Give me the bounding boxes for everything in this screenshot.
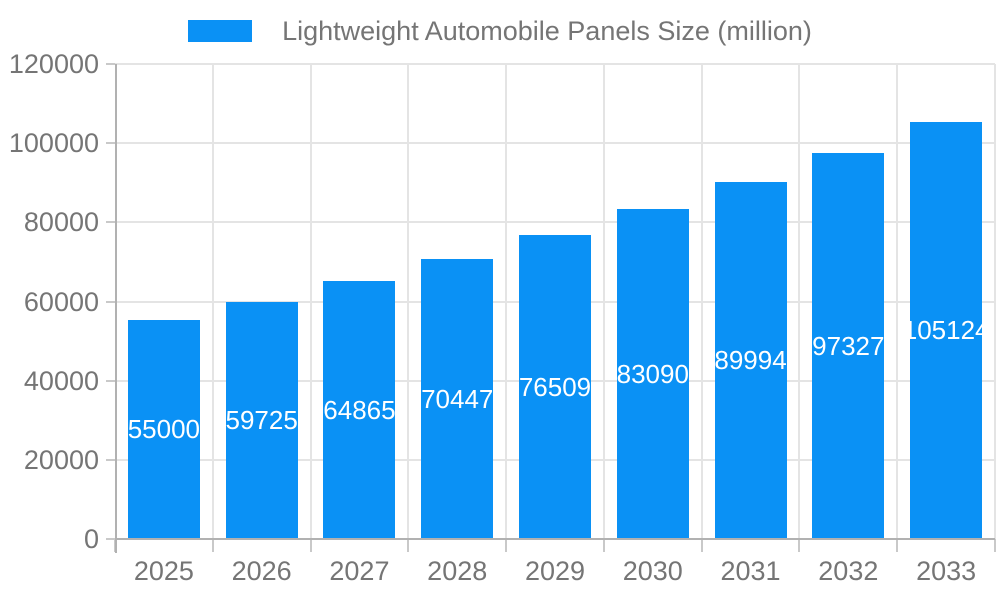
bar-value-label: 89994 bbox=[714, 345, 787, 375]
bar-value-label: 70447 bbox=[421, 383, 494, 414]
y-axis-label: 0 bbox=[83, 524, 99, 554]
x-tick bbox=[896, 539, 899, 552]
y-tick bbox=[106, 379, 115, 382]
x-axis-label: 2025 bbox=[133, 556, 194, 586]
x-tick bbox=[211, 539, 214, 552]
bar: 70447 bbox=[421, 259, 493, 538]
y-axis-label: 100000 bbox=[8, 128, 99, 159]
x-gridline bbox=[994, 64, 996, 539]
y-axis-label: 40000 bbox=[23, 365, 99, 396]
x-gridline bbox=[798, 64, 801, 539]
y-tick bbox=[106, 63, 115, 65]
y-gridline bbox=[115, 63, 995, 65]
bar: 97327 bbox=[812, 153, 884, 538]
x-axis-label: 2032 bbox=[818, 556, 879, 586]
x-gridline bbox=[700, 64, 703, 539]
x-axis-label: 2026 bbox=[231, 556, 292, 586]
x-gridline bbox=[309, 64, 312, 539]
bar: 76509 bbox=[519, 235, 591, 538]
x-axis-label: 2031 bbox=[720, 556, 781, 586]
y-gridline bbox=[115, 142, 995, 145]
bar: 55000 bbox=[128, 320, 200, 538]
bar-value-label: 59725 bbox=[225, 405, 298, 435]
x-axis-label: 2033 bbox=[916, 556, 977, 586]
x-tick bbox=[700, 539, 703, 552]
bar-value-label: 97327 bbox=[812, 330, 885, 361]
y-axis-label: 20000 bbox=[23, 444, 99, 475]
x-tick bbox=[994, 539, 996, 552]
x-axis-label: 2030 bbox=[622, 556, 683, 586]
y-axis-label: 120000 bbox=[8, 49, 99, 79]
y-axis-label: 80000 bbox=[23, 207, 99, 238]
x-tick bbox=[407, 539, 410, 552]
y-axis-label: 60000 bbox=[23, 286, 99, 317]
x-gridline bbox=[896, 64, 899, 539]
bar: 105124 bbox=[903, 122, 990, 538]
y-tick bbox=[106, 142, 115, 145]
bar: 64865 bbox=[323, 281, 396, 538]
y-axis-line bbox=[115, 64, 117, 553]
x-gridline bbox=[602, 64, 605, 539]
legend-swatch bbox=[188, 20, 253, 42]
y-tick bbox=[106, 538, 115, 540]
x-axis-label: 2027 bbox=[329, 556, 390, 586]
chart-legend: Lightweight Automobile Panels Size (mill… bbox=[0, 14, 1000, 48]
y-tick bbox=[106, 458, 115, 461]
x-axis-line bbox=[115, 538, 995, 540]
x-tick bbox=[505, 539, 508, 552]
bar: 89994 bbox=[714, 182, 787, 538]
y-tick bbox=[106, 221, 115, 224]
bar-value-label: 64865 bbox=[323, 394, 396, 425]
bar-value-label: 105124 bbox=[902, 315, 990, 345]
x-gridline bbox=[505, 64, 508, 539]
legend-label: Lightweight Automobile Panels Size (mill… bbox=[282, 16, 812, 46]
x-axis-label: 2029 bbox=[524, 556, 586, 586]
x-gridline bbox=[211, 64, 214, 539]
x-tick bbox=[602, 539, 605, 552]
bar-value-label: 55000 bbox=[127, 414, 201, 444]
x-axis-label: 2028 bbox=[427, 556, 488, 586]
x-tick bbox=[798, 539, 801, 552]
bar: 59725 bbox=[226, 302, 298, 538]
y-tick bbox=[106, 300, 115, 303]
x-gridline bbox=[407, 64, 410, 539]
bar-value-label: 76509 bbox=[518, 371, 592, 402]
bar: 83090 bbox=[617, 209, 689, 538]
x-tick bbox=[309, 539, 312, 552]
y-gridline bbox=[115, 221, 995, 224]
bar-value-label: 83090 bbox=[616, 358, 689, 389]
